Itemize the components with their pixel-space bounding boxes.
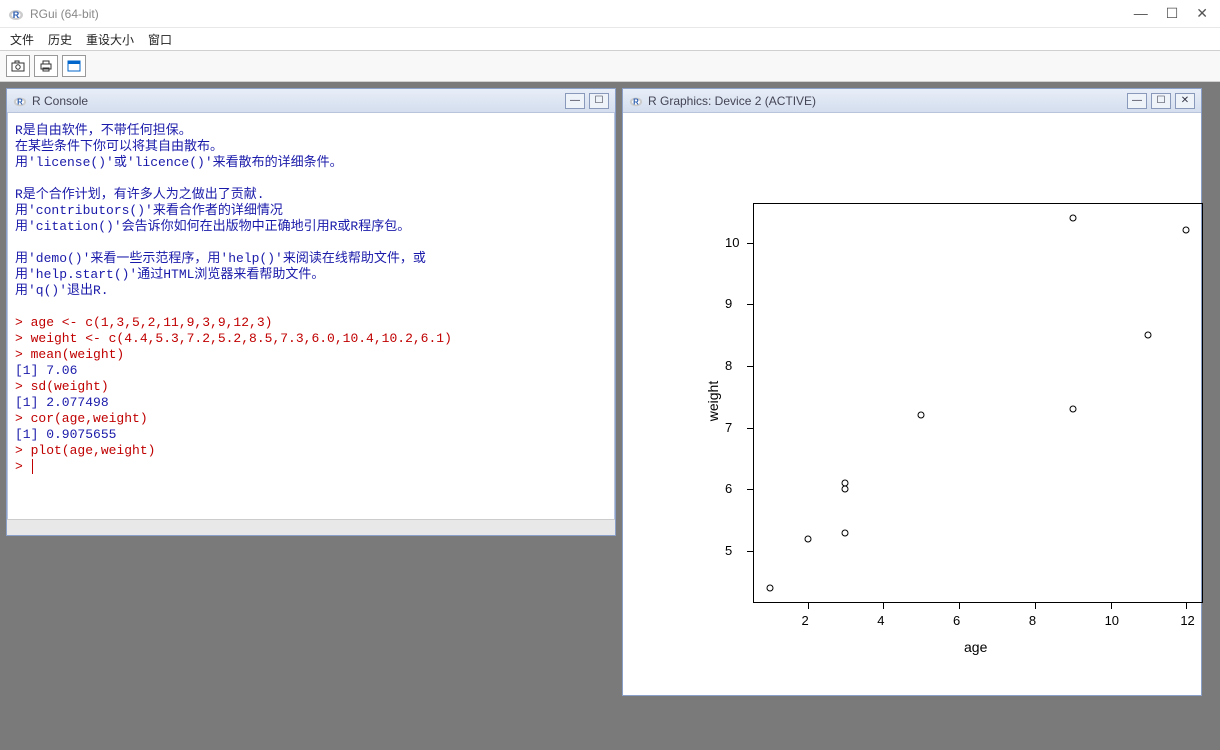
graphics-window: R R Graphics: Device 2 (ACTIVE) — ☐ ✕ 5 6… <box>622 88 1202 696</box>
console-scrollbar[interactable] <box>7 519 615 535</box>
y-tick-label: 10 <box>725 235 739 250</box>
console-window: R R Console — ☐ R是自由软件，不带任何担保。 在某些条件下你可以… <box>6 88 616 536</box>
camera-icon[interactable] <box>6 55 30 77</box>
y-tick <box>747 304 753 305</box>
r-logo-icon: R <box>13 94 27 108</box>
plot-box <box>753 203 1203 603</box>
r-logo-icon: R <box>629 94 643 108</box>
x-tick <box>1035 603 1036 609</box>
y-tick <box>747 243 753 244</box>
data-point <box>1145 332 1152 339</box>
data-point <box>842 486 849 493</box>
console-maximize-button[interactable]: ☐ <box>589 93 609 109</box>
graphics-title: R Graphics: Device 2 (ACTIVE) <box>648 94 1127 108</box>
x-tick <box>1186 603 1187 609</box>
y-tick <box>747 551 753 552</box>
y-tick-label: 9 <box>725 296 732 311</box>
svg-text:R: R <box>17 97 23 106</box>
y-tick-label: 6 <box>725 481 732 496</box>
app-title: RGui (64-bit) <box>30 7 1134 21</box>
menu-item[interactable]: 重设大小 <box>86 31 134 48</box>
r-logo-icon: R <box>8 6 24 22</box>
data-point <box>1183 227 1190 234</box>
svg-text:R: R <box>13 10 20 20</box>
graphics-titlebar[interactable]: R R Graphics: Device 2 (ACTIVE) — ☐ ✕ <box>623 89 1201 113</box>
graphics-close-button[interactable]: ✕ <box>1175 93 1195 109</box>
console-minimize-button[interactable]: — <box>565 93 585 109</box>
maximize-button[interactable]: ☐ <box>1166 5 1179 22</box>
x-tick <box>959 603 960 609</box>
graphics-body: 5 6 7 8 9 10 2 4 6 8 10 12 weight age <box>623 113 1201 695</box>
y-tick-label: 7 <box>725 420 732 435</box>
graphics-minimize-button[interactable]: — <box>1127 93 1147 109</box>
data-point <box>1069 214 1076 221</box>
toolbar <box>0 50 1220 82</box>
console-title: R Console <box>32 94 565 108</box>
x-tick <box>883 603 884 609</box>
data-point <box>766 585 773 592</box>
plot-area: 567891024681012weightage <box>673 183 1171 615</box>
data-point <box>804 535 811 542</box>
mdi-area: R R Console — ☐ R是自由软件，不带任何担保。 在某些条件下你可以… <box>0 82 1220 750</box>
close-button[interactable]: ✕ <box>1196 5 1208 22</box>
x-tick-label: 4 <box>877 613 884 628</box>
y-tick <box>747 489 753 490</box>
x-tick <box>1111 603 1112 609</box>
x-tick-label: 8 <box>1029 613 1036 628</box>
x-tick-label: 10 <box>1105 613 1119 628</box>
data-point <box>1069 406 1076 413</box>
menu-item[interactable]: 历史 <box>48 31 72 48</box>
menu-item[interactable]: 窗口 <box>148 31 172 48</box>
x-tick <box>808 603 809 609</box>
y-tick <box>747 366 753 367</box>
svg-text:R: R <box>633 97 639 106</box>
window-controls: — ☐ ✕ <box>1134 5 1212 22</box>
minimize-button[interactable]: — <box>1134 5 1148 22</box>
y-tick <box>747 428 753 429</box>
graphics-maximize-button[interactable]: ☐ <box>1151 93 1171 109</box>
x-tick-label: 6 <box>953 613 960 628</box>
y-axis-label: weight <box>705 381 721 421</box>
x-tick-label: 12 <box>1180 613 1194 628</box>
x-axis-label: age <box>964 639 987 655</box>
y-tick-label: 8 <box>725 358 732 373</box>
y-tick-label: 5 <box>725 543 732 558</box>
window-icon[interactable] <box>62 55 86 77</box>
data-point <box>918 412 925 419</box>
console-titlebar[interactable]: R R Console — ☐ <box>7 89 615 113</box>
x-tick-label: 2 <box>802 613 809 628</box>
console-body[interactable]: R是自由软件，不带任何担保。 在某些条件下你可以将其自由散布。 用'licens… <box>7 113 615 519</box>
print-icon[interactable] <box>34 55 58 77</box>
app-root: R RGui (64-bit) — ☐ ✕ 文件历史重设大小窗口 R R Con… <box>0 0 1220 750</box>
data-point <box>842 480 849 487</box>
data-point <box>842 529 849 536</box>
main-titlebar: R RGui (64-bit) — ☐ ✕ <box>0 0 1220 28</box>
menubar: 文件历史重设大小窗口 <box>0 28 1220 50</box>
menu-item[interactable]: 文件 <box>10 31 34 48</box>
